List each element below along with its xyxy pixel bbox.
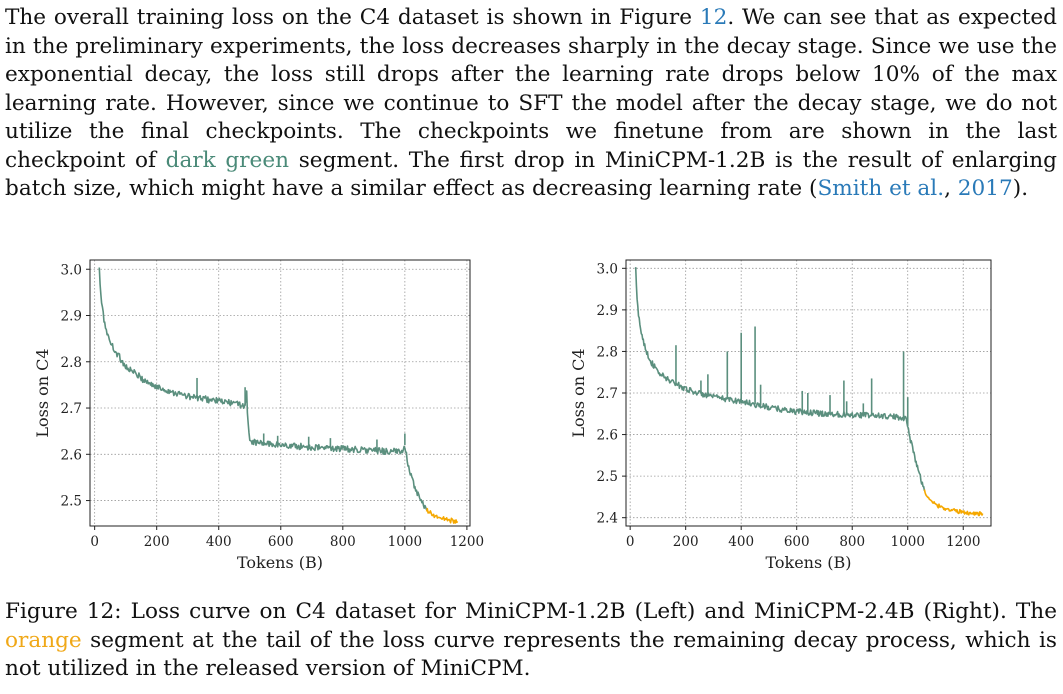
chart1-ytick-label-0: 2.5 <box>61 494 82 510</box>
citation-separator: , <box>944 176 958 201</box>
caption-text-1: Figure 12: Loss curve on C4 dataset for … <box>5 599 1057 624</box>
chart2-xtick-label-5: 1000 <box>891 534 925 550</box>
chart2-xtick-label-3: 600 <box>784 534 810 550</box>
chart2-xtick-label-2: 400 <box>728 534 754 550</box>
paragraph-text-1: The overall training loss on the C4 data… <box>5 5 700 30</box>
chart2-y-axis-label: Loss on C4 <box>569 348 588 437</box>
orange-label: orange <box>5 627 82 653</box>
chart2-ytick-label-6: 3.0 <box>597 261 618 277</box>
citation-author-link[interactable]: Smith et al. <box>817 176 945 201</box>
chart2-xtick-label-4: 800 <box>839 534 865 550</box>
chart2-ytick-label-2: 2.6 <box>597 428 618 444</box>
chart2-xtick-label-0: 0 <box>626 534 635 550</box>
caption-text-2: segment at the tail of the loss curve re… <box>5 627 1057 682</box>
figure-caption: Figure 12: Loss curve on C4 dataset for … <box>5 598 1057 684</box>
chart1-xtick-label-6: 1200 <box>450 534 484 550</box>
chart2-series-orange <box>923 489 984 517</box>
chart1-x-axis-label: Tokens (B) <box>237 553 323 572</box>
paragraph-text-2: . We can see that as expected in the pre… <box>5 5 1057 173</box>
citation-year-link[interactable]: 2017 <box>957 176 1013 201</box>
body-paragraph: The overall training loss on the C4 data… <box>5 4 1057 204</box>
chart2-ytick-label-4: 2.8 <box>597 344 618 360</box>
chart2-ytick-label-3: 2.7 <box>597 386 618 402</box>
chart1-ytick-label-3: 2.8 <box>61 355 82 371</box>
chart1-xtick-label-0: 0 <box>90 534 99 550</box>
chart1-ytick-label-2: 2.7 <box>61 401 82 417</box>
loss-chart-minicpm-2-4b: 0 200 400 600 800 1000 1200 2.4 2.5 2.6 2.7 2.8 2.9 3… <box>569 259 992 572</box>
chart2-x-axis-label: Tokens (B) <box>765 553 851 572</box>
chart2-ytick-label-0: 2.4 <box>597 511 618 527</box>
dark-green-label: dark green <box>165 147 290 173</box>
chart1-xtick-label-4: 800 <box>330 534 356 550</box>
chart1-ytick-label-1: 2.6 <box>61 447 82 463</box>
chart1-xtick-label-5: 1000 <box>388 534 422 550</box>
chart1-ytick-label-4: 2.9 <box>61 309 82 325</box>
chart1-series-dark-green <box>98 267 428 511</box>
chart2-ytick-label-1: 2.5 <box>597 469 618 485</box>
paragraph-text-3: segment. The first drop in MiniCPM-1.2B … <box>5 147 1057 202</box>
chart2-ytick-label-5: 2.9 <box>597 303 618 319</box>
chart1-y-axis-label: Loss on C4 <box>33 348 52 437</box>
chart2-xtick-label-6: 1200 <box>946 534 980 550</box>
chart1-plot-frame <box>89 259 471 527</box>
chart1-xtick-label-1: 200 <box>144 534 170 550</box>
chart2-series-dark-green <box>634 267 926 491</box>
chart1-xtick-label-2: 400 <box>206 534 232 550</box>
chart1-series-orange <box>425 507 459 524</box>
paragraph-text-4: ). <box>1012 176 1029 201</box>
chart1-ytick-label-5: 3.0 <box>61 262 82 278</box>
chart1-xtick-label-3: 600 <box>268 534 294 550</box>
figure-12-reference-link[interactable]: 12 <box>699 5 728 30</box>
loss-chart-minicpm-1-2b: 0 200 400 600 800 1000 1200 2.5 2.6 2.7 2.8 2.9 3.0 T… <box>33 259 484 572</box>
chart2-xtick-label-1: 200 <box>673 534 699 550</box>
